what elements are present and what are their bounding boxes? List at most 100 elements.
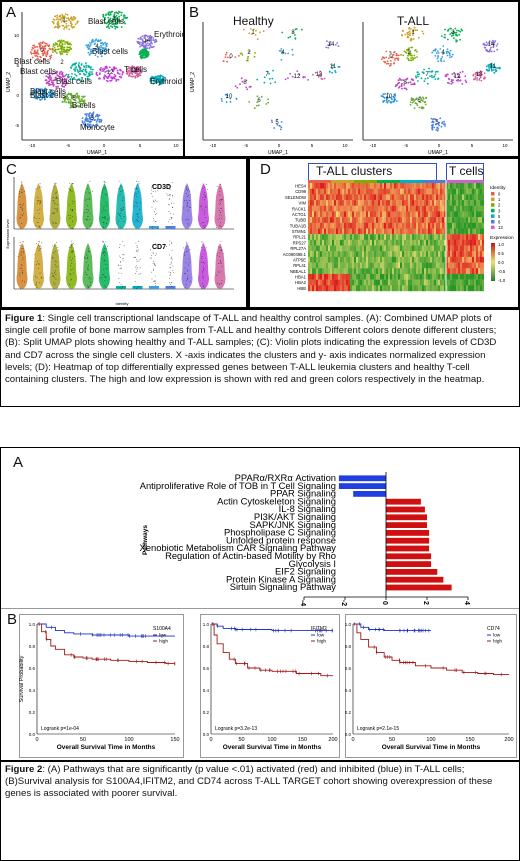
violin-point bbox=[119, 194, 121, 196]
violin-point bbox=[219, 247, 221, 249]
pathway-label: SAPK/JNK Signaling bbox=[249, 519, 336, 530]
violin-point bbox=[37, 200, 38, 201]
violin-point bbox=[138, 191, 140, 193]
violin-point bbox=[169, 189, 171, 191]
violin-point bbox=[170, 272, 171, 274]
violin-point bbox=[169, 204, 170, 206]
violin-point bbox=[204, 210, 206, 212]
violin-point bbox=[105, 241, 107, 243]
violin-point bbox=[53, 212, 55, 214]
violin-point bbox=[86, 253, 87, 255]
violin-point bbox=[21, 208, 23, 209]
violin-point bbox=[136, 259, 138, 261]
violin-point bbox=[153, 201, 154, 202]
violin-point bbox=[72, 268, 74, 270]
violin-point bbox=[37, 221, 39, 223]
violin-point bbox=[120, 210, 122, 211]
violin-point bbox=[118, 187, 120, 189]
umap-b-xtick: -5 bbox=[244, 143, 248, 148]
violin-shape bbox=[33, 183, 44, 229]
violin-point bbox=[155, 191, 157, 193]
violin-point bbox=[119, 244, 121, 245]
violin-point bbox=[54, 203, 56, 205]
violin-point bbox=[171, 242, 173, 244]
identity-legend-swatch bbox=[491, 214, 495, 218]
violin-point bbox=[40, 245, 41, 247]
violin-point bbox=[86, 274, 88, 275]
violin-point bbox=[89, 212, 90, 214]
umap-b-xtick: -10 bbox=[370, 143, 377, 148]
heatmap-tcell-header-text: T cells bbox=[449, 164, 484, 178]
violin-point bbox=[22, 257, 24, 259]
violin-point bbox=[184, 200, 186, 201]
violin-point bbox=[154, 211, 155, 213]
violin-point bbox=[22, 259, 24, 260]
violin-point bbox=[155, 213, 157, 215]
violin-point bbox=[89, 180, 91, 182]
violin-point bbox=[204, 186, 206, 188]
violin-point bbox=[134, 188, 136, 190]
umap-b-cluster-number: 4 bbox=[441, 50, 445, 56]
violin-point bbox=[21, 248, 23, 250]
km-y-tick: 0.8 bbox=[345, 644, 352, 649]
heatmap-gene-label: HBA2 bbox=[295, 280, 307, 285]
violin-point bbox=[186, 196, 188, 197]
pathway-bar bbox=[386, 545, 430, 552]
violin-point bbox=[87, 216, 88, 218]
violin-point bbox=[204, 225, 206, 227]
violin-point bbox=[122, 197, 124, 199]
violin-point bbox=[119, 214, 120, 216]
violin-point bbox=[20, 242, 22, 244]
panel-c-label: C bbox=[6, 161, 17, 178]
km-x-tick: 50 bbox=[389, 737, 395, 743]
violin-point bbox=[106, 223, 107, 225]
pathway-label: Phospholipase C Signaling bbox=[224, 527, 336, 538]
violin-point bbox=[219, 217, 221, 219]
umap-b-cluster-number: 4 bbox=[281, 50, 285, 56]
violin-point bbox=[120, 215, 122, 217]
violin-point bbox=[153, 281, 154, 283]
violin-point bbox=[136, 196, 138, 197]
violin-point bbox=[220, 199, 222, 200]
pathway-bar bbox=[386, 553, 432, 560]
violin-point bbox=[155, 199, 156, 201]
violin-point bbox=[120, 288, 122, 289]
km-x-tick: 50 bbox=[80, 737, 86, 743]
violin-point bbox=[72, 272, 74, 274]
violin-point bbox=[219, 190, 221, 192]
violin-point bbox=[152, 228, 154, 229]
violin-point bbox=[73, 201, 75, 203]
umap-a-cluster-label: Erythroid cells bbox=[154, 30, 189, 39]
violin-point bbox=[54, 272, 56, 274]
km-legend-low: low bbox=[493, 633, 501, 639]
violin-point bbox=[20, 251, 22, 252]
violin-point bbox=[38, 263, 40, 265]
violin-point bbox=[55, 191, 57, 193]
identity-legend-swatch bbox=[491, 220, 495, 224]
violin-point bbox=[220, 240, 222, 242]
violin-point bbox=[139, 273, 141, 275]
violin-point bbox=[187, 195, 189, 197]
km-x-tick: 50 bbox=[238, 737, 244, 743]
violin-point bbox=[205, 195, 206, 197]
violin-point bbox=[101, 274, 103, 276]
km-x-label: Overall Survival Time in Months bbox=[57, 744, 156, 751]
violin-point bbox=[105, 264, 107, 265]
violin-point bbox=[167, 204, 169, 205]
expression-legend-title: Expression bbox=[490, 235, 514, 241]
violin-point bbox=[188, 188, 189, 190]
violin-point bbox=[117, 227, 119, 229]
violin-point bbox=[170, 212, 171, 214]
violin-point bbox=[38, 245, 39, 246]
violin-point bbox=[103, 251, 105, 253]
umap-b-cluster-number: 1 bbox=[411, 30, 415, 36]
umap-a-cluster-number: 2 bbox=[60, 60, 64, 66]
violin-point bbox=[37, 197, 39, 199]
umap-a-cluster-number: 3 bbox=[112, 16, 116, 22]
violin-point bbox=[23, 213, 24, 215]
violin-point bbox=[101, 196, 102, 198]
violin-point bbox=[217, 286, 219, 288]
violin-point bbox=[53, 252, 54, 254]
violin-point bbox=[216, 282, 218, 284]
violin-point bbox=[20, 204, 21, 205]
